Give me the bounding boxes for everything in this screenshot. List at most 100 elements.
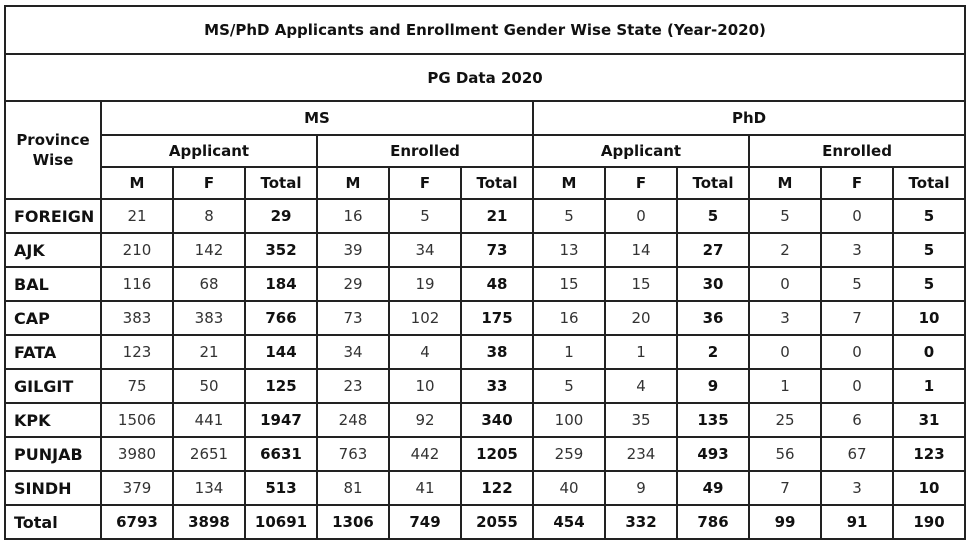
table-row: FATA 123 21 144 34 4 38 1 1 2 0 0 0 [4, 334, 967, 370]
total-cell: 352 [244, 232, 318, 268]
total-cell: 0 [891, 334, 967, 370]
subgroup-header-phd-enrolled: Enrolled [747, 134, 967, 168]
total-cell: 5 [891, 232, 967, 268]
value-cell: 0 [820, 334, 894, 370]
total-cell: 1947 [244, 402, 318, 438]
total-cell: 30 [676, 266, 750, 302]
value-cell: 14 [604, 232, 678, 268]
value-cell: 2 [748, 232, 822, 268]
total-cell: 144 [244, 334, 318, 370]
total-cell: 29 [244, 198, 318, 234]
table-row: KPK 1506 441 1947 248 92 340 100 35 135 25 6 31 [4, 402, 967, 438]
column-header: F [172, 166, 246, 200]
grand-total-cell: 332 [604, 504, 678, 540]
value-cell: 5 [532, 368, 606, 404]
total-cell: 184 [244, 266, 318, 302]
total-cell: 123 [891, 436, 967, 472]
value-cell: 16 [532, 300, 606, 336]
value-cell: 21 [100, 198, 174, 234]
total-cell: 513 [244, 470, 318, 506]
total-cell: 1 [891, 368, 967, 404]
grand-total-cell: 2055 [460, 504, 534, 540]
value-cell: 383 [100, 300, 174, 336]
value-cell: 442 [388, 436, 462, 472]
total-cell: 5 [676, 198, 750, 234]
total-cell: 73 [460, 232, 534, 268]
table-row: SINDH 379 134 513 81 41 122 40 9 49 7 3 10 [4, 470, 967, 506]
total-cell: 5 [891, 266, 967, 302]
value-cell: 9 [604, 470, 678, 506]
table-title: MS/PhD Applicants and Enrollment Gender … [3, 5, 967, 55]
value-cell: 379 [100, 470, 174, 506]
table-row: CAP 383 383 766 73 102 175 16 20 36 3 7 10 [4, 300, 967, 336]
grand-total-cell: 454 [532, 504, 606, 540]
value-cell: 5 [748, 198, 822, 234]
value-cell: 7 [820, 300, 894, 336]
value-cell: 100 [532, 402, 606, 438]
column-header: M [748, 166, 822, 200]
value-cell: 67 [820, 436, 894, 472]
value-cell: 39 [316, 232, 390, 268]
total-cell: 27 [676, 232, 750, 268]
value-cell: 142 [172, 232, 246, 268]
value-cell: 21 [172, 334, 246, 370]
province-header-label: Province Wise [16, 131, 90, 169]
value-cell: 29 [316, 266, 390, 302]
value-cell: 73 [316, 300, 390, 336]
grand-total-cell: 6793 [100, 504, 174, 540]
value-cell: 383 [172, 300, 246, 336]
value-cell: 123 [100, 334, 174, 370]
value-cell: 19 [388, 266, 462, 302]
value-cell: 4 [388, 334, 462, 370]
pg-data-table: MS/PhD Applicants and Enrollment Gender … [3, 5, 967, 540]
total-cell: 340 [460, 402, 534, 438]
subgroup-header-ms-applicant: Applicant [100, 134, 318, 168]
province-cell: KPK [4, 402, 102, 438]
grand-total-cell: 10691 [244, 504, 318, 540]
province-cell: FATA [4, 334, 102, 370]
column-header: M [532, 166, 606, 200]
value-cell: 68 [172, 266, 246, 302]
province-cell: PUNJAB [4, 436, 102, 472]
value-cell: 92 [388, 402, 462, 438]
value-cell: 50 [172, 368, 246, 404]
total-cell: 48 [460, 266, 534, 302]
grand-total-cell: 1306 [316, 504, 390, 540]
total-cell: 2 [676, 334, 750, 370]
column-header: M [316, 166, 390, 200]
value-cell: 0 [748, 266, 822, 302]
total-cell: 49 [676, 470, 750, 506]
value-cell: 41 [388, 470, 462, 506]
value-cell: 8 [172, 198, 246, 234]
value-cell: 35 [604, 402, 678, 438]
value-cell: 15 [532, 266, 606, 302]
total-cell: 33 [460, 368, 534, 404]
value-cell: 441 [172, 402, 246, 438]
province-cell: AJK [4, 232, 102, 268]
value-cell: 210 [100, 232, 174, 268]
value-cell: 3 [820, 232, 894, 268]
value-cell: 10 [388, 368, 462, 404]
table-subtitle: PG Data 2020 [3, 53, 967, 102]
value-cell: 1 [748, 368, 822, 404]
table-row: GILGIT 75 50 125 23 10 33 5 4 9 1 0 1 [4, 368, 967, 404]
total-cell: 9 [676, 368, 750, 404]
subgroup-header-phd-applicant: Applicant [532, 134, 750, 168]
province-cell: FOREIGN [4, 198, 102, 234]
group-header-phd: PhD [531, 100, 967, 136]
value-cell: 34 [316, 334, 390, 370]
value-cell: 16 [316, 198, 390, 234]
value-cell: 4 [604, 368, 678, 404]
value-cell: 81 [316, 470, 390, 506]
total-cell: 10 [891, 470, 967, 506]
total-cell: 125 [244, 368, 318, 404]
table-row: AJK 210 142 352 39 34 73 13 14 27 2 3 5 [4, 232, 967, 268]
total-cell: 1205 [460, 436, 534, 472]
value-cell: 25 [748, 402, 822, 438]
value-cell: 75 [100, 368, 174, 404]
total-cell: 10 [891, 300, 967, 336]
province-cell: GILGIT [4, 368, 102, 404]
value-cell: 234 [604, 436, 678, 472]
column-header: F [388, 166, 462, 200]
value-cell: 134 [172, 470, 246, 506]
